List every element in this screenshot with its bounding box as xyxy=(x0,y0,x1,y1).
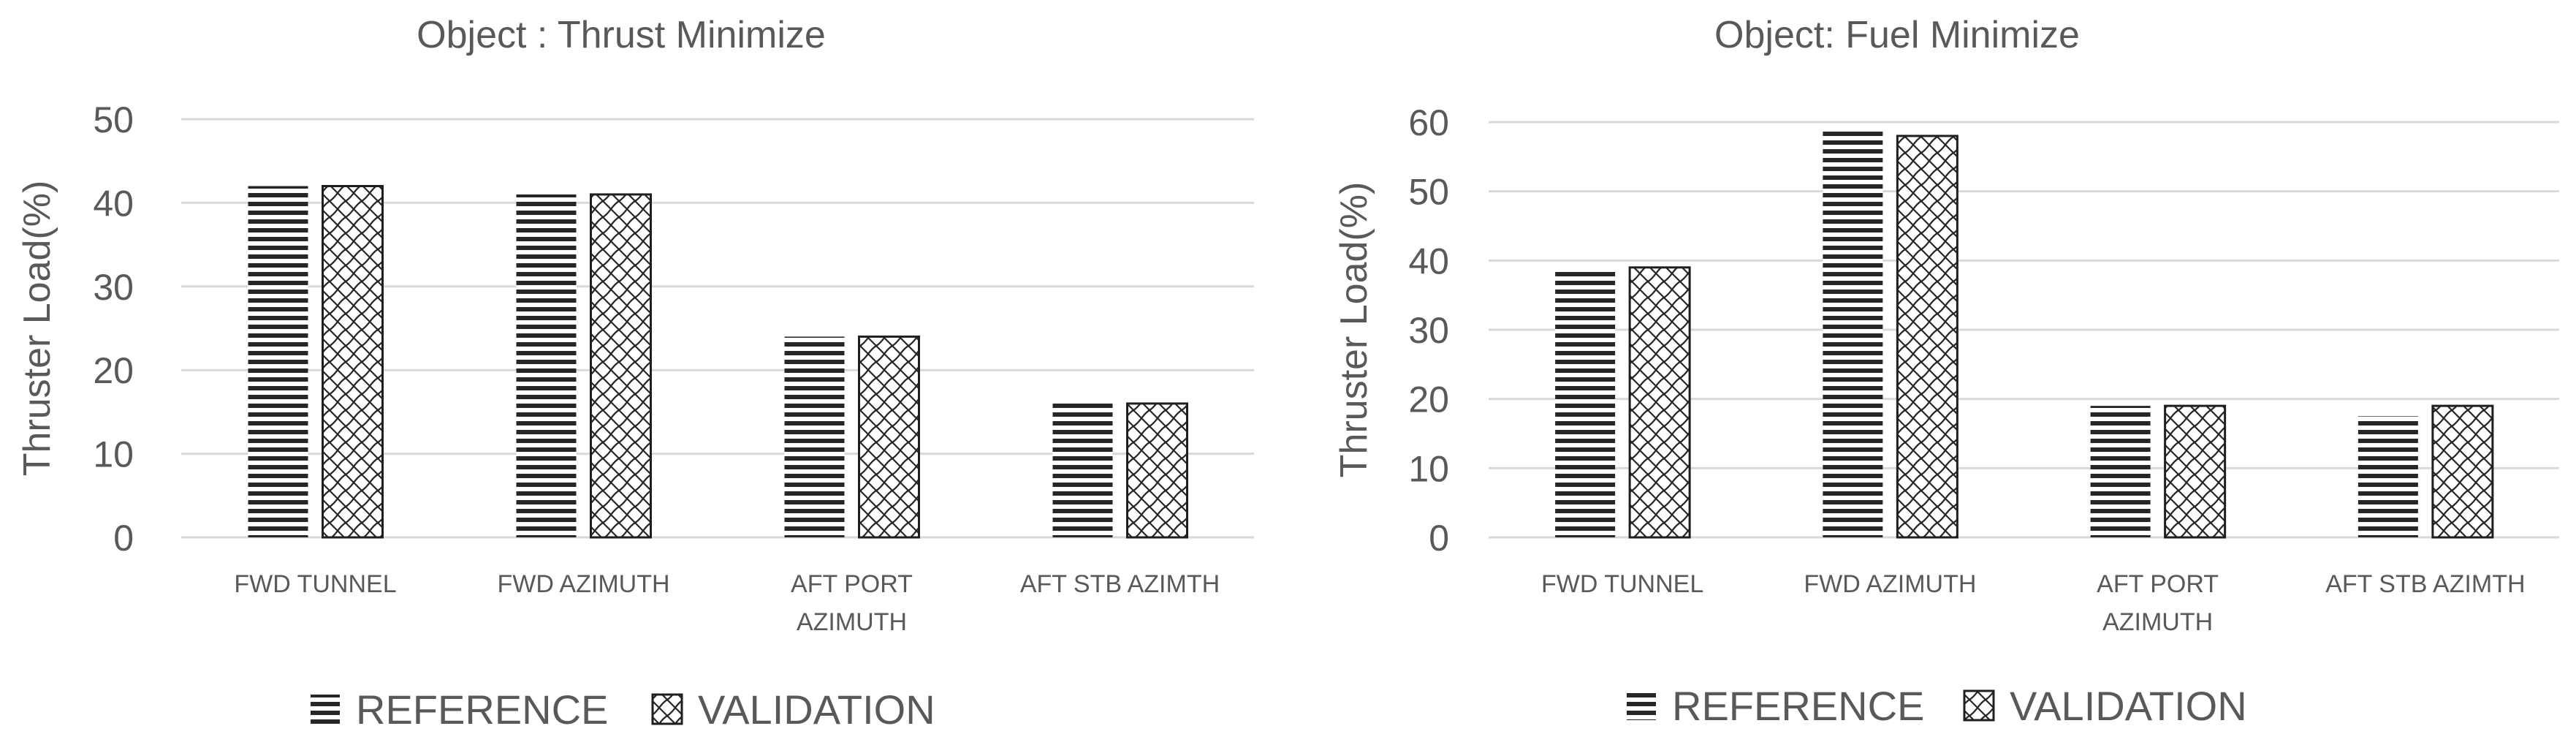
bar-validation xyxy=(858,335,920,539)
bar-validation xyxy=(1896,135,1958,539)
bar-reference xyxy=(516,194,577,537)
bar-reference xyxy=(784,336,845,537)
category-label: FWD AZIMUTH xyxy=(1804,570,1976,598)
y-tick-label: 60 xyxy=(1408,102,1449,143)
legend-swatch-reference xyxy=(1627,691,1656,720)
legend-label-validation: VALIDATION xyxy=(2010,683,2247,729)
category-label: FWD TUNNEL xyxy=(1541,570,1703,598)
chart-thrust-minimize: Object : Thrust Minimize 0 10 20 30 40 50 Thrus… xyxy=(16,14,1254,733)
bar-validation xyxy=(322,185,384,539)
y-tick-label: 50 xyxy=(93,99,134,140)
category-label: AFT STB AZIMTH xyxy=(1020,570,1220,598)
bar-validation xyxy=(2431,404,2494,539)
bar-reference xyxy=(2090,406,2151,537)
category-label: AZIMUTH xyxy=(797,608,907,636)
y-tick-label: 0 xyxy=(113,518,134,559)
y-axis-label: Thruster Load(%) xyxy=(1333,182,1375,478)
bar-reference xyxy=(248,186,308,537)
category-label: AFT PORT xyxy=(791,570,913,598)
category-label: FWD AZIMUTH xyxy=(497,570,669,598)
y-tick-label: 20 xyxy=(93,350,134,391)
y-tick-label: 50 xyxy=(1408,172,1449,213)
y-tick-label: 30 xyxy=(1408,310,1449,351)
category-label: AFT PORT xyxy=(2097,570,2219,598)
y-tick-label: 40 xyxy=(1408,241,1449,281)
category-label: AZIMUTH xyxy=(2102,608,2213,636)
chart-title: Object: Fuel Minimize xyxy=(1714,14,2080,56)
bar-reference xyxy=(1052,403,1113,537)
bar-validation xyxy=(590,193,652,539)
y-tick-label: 40 xyxy=(93,183,134,224)
legend-label-reference: REFERENCE xyxy=(1672,683,1924,729)
legend-swatch-validation xyxy=(1963,689,1995,722)
y-tick-label: 10 xyxy=(1408,448,1449,489)
bar-validation xyxy=(2164,404,2227,539)
bar-reference xyxy=(2357,416,2418,537)
bar-validation xyxy=(1126,402,1188,539)
legend-label-validation: VALIDATION xyxy=(698,687,935,733)
bar-reference xyxy=(1555,271,1616,537)
legend-label-reference: REFERENCE xyxy=(356,687,608,733)
chart-title: Object : Thrust Minimize xyxy=(417,14,826,56)
bar-reference xyxy=(1823,129,1883,537)
bar-validation xyxy=(1628,266,1691,539)
legend-swatch-reference xyxy=(311,695,340,724)
y-tick-label: 30 xyxy=(93,267,134,308)
y-tick-label: 10 xyxy=(93,434,134,475)
y-axis-label: Thruster Load(%) xyxy=(16,181,58,477)
category-label: FWD TUNNEL xyxy=(234,570,396,598)
y-tick-label: 20 xyxy=(1408,379,1449,420)
chart-fuel-minimize: Object: Fuel Minimize 0 10 20 30 40 50 60 Thrust… xyxy=(1333,14,2559,729)
legend-swatch-validation xyxy=(651,693,683,725)
y-tick-label: 0 xyxy=(1429,518,1449,559)
category-label: AFT STB AZIMTH xyxy=(2325,570,2525,598)
